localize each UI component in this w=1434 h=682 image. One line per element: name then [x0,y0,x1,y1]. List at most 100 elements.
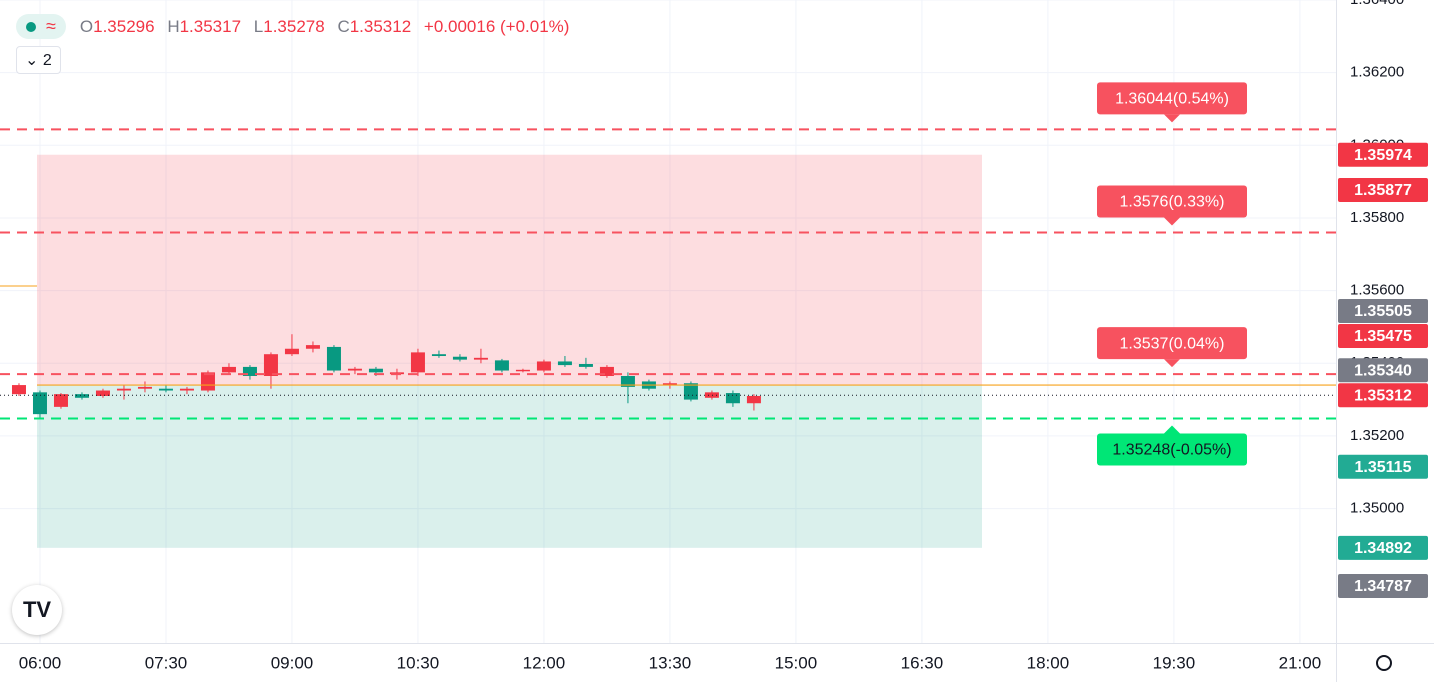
price-label-box [1338,324,1428,349]
indicator-toggle[interactable]: ⌄ 2 [16,46,61,74]
candle-body [179,388,194,391]
price-level-pointer [1164,114,1180,123]
candle-body [95,390,110,396]
y-tick-label: 1.36400 [1350,0,1404,8]
price-label: 1.35475 [1354,328,1412,345]
symbol-status[interactable]: ≈ [16,14,66,39]
candle-body [347,368,362,371]
candle-body [410,352,425,373]
candle-body [620,375,635,387]
price-level-box [1097,327,1247,360]
ohlc-key: H [167,16,180,36]
candle-body [74,394,89,398]
price-label: 1.34892 [1354,540,1412,557]
candle-body [32,392,47,415]
logo[interactable]: TV [12,585,62,635]
candle-body [515,369,530,372]
x-tick-label: 12:00 [523,653,566,672]
price-label-box [1338,299,1428,324]
candle-body [494,360,509,371]
candle-body [431,354,446,357]
candle-body [326,346,341,371]
price-label: 1.35505 [1354,303,1412,320]
price-label-box [1338,142,1428,167]
candle-body [473,357,488,360]
price-label: 1.35877 [1354,182,1412,199]
candle-body [662,383,677,386]
ohlc-value: 1.35312 [349,16,412,36]
price-level-label: 1.3537(0.04%) [1120,335,1225,352]
y-tick-label: 1.36200 [1350,64,1404,81]
x-tick-label: 13:30 [649,653,692,672]
candle-body [599,366,614,376]
target-zone [37,385,982,548]
price-label-box [1338,358,1428,383]
legend: ≈ O1.35296 H1.35317 L1.35278 C1.35312 +0… [16,14,577,39]
x-tick-label: 19:30 [1153,653,1196,672]
candle-body [725,393,740,404]
candle-body [452,356,467,360]
price-label-box [1338,454,1428,479]
indicator-count: 2 [42,52,52,69]
candle-body [263,354,278,376]
candle-body [200,372,215,391]
candle-body [242,366,257,376]
price-label-box [1338,535,1428,560]
candle-body [368,368,383,373]
ohlc: O1.35296 H1.35317 L1.35278 C1.35312 +0.0… [80,17,578,37]
y-tick-label: 1.35800 [1350,209,1404,226]
ohlc-key: L [253,16,264,36]
x-tick-label: 10:30 [397,653,440,672]
x-tick-label: 06:00 [19,653,62,672]
x-tick-label: 21:00 [1279,653,1322,672]
stop-zone [37,154,982,386]
price-label-box [1338,177,1428,202]
x-tick-label: 09:00 [271,653,314,672]
settings-icon[interactable] [1376,655,1392,671]
price-level-box [1097,185,1247,218]
price-label: 1.35340 [1354,362,1412,379]
candle-body [746,395,761,404]
ohlc-value: 1.35296 [93,16,155,36]
y-tick-label: 1.35000 [1350,500,1404,517]
price-level-box [1097,82,1247,115]
candle-body [11,385,26,395]
x-tick-label: 07:30 [145,653,188,672]
candle-body [704,392,719,398]
candle-body [53,394,68,407]
price-label: 1.34787 [1354,578,1412,595]
ohlc-key: O [79,16,94,36]
price-label: 1.35115 [1355,459,1412,476]
change: +0.00016 (+0.01%) [423,16,570,36]
candle-body [536,361,551,371]
candle-body [221,366,236,373]
ohlc-value: 1.35317 [179,16,242,36]
candle-body [116,388,131,391]
price-label-box [1338,383,1428,408]
candle-body [158,388,173,391]
x-tick-label: 18:00 [1027,653,1070,672]
price-level-pointer [1164,425,1180,434]
price-label-box [1338,573,1428,598]
x-tick-label: 15:00 [775,653,818,672]
y-tick-label: 1.35200 [1350,427,1404,444]
price-level-label: 1.36044(0.54%) [1115,91,1229,108]
ohlc-key: C [337,16,350,36]
ohlc-value: 1.35278 [263,16,325,36]
candle-body [557,361,572,366]
y-tick-label: 1.35600 [1350,282,1404,299]
price-level-pointer [1164,359,1180,368]
price-level-pointer [1164,217,1180,226]
candle-body [284,348,299,355]
price-level-box [1097,433,1247,466]
candle-body [305,345,320,349]
price-label: 1.35974 [1354,147,1412,164]
candle-body [578,364,593,367]
price-level-label: 1.35248(-0.05%) [1112,442,1231,459]
candle-body [137,386,152,389]
x-tick-label: 16:30 [901,653,944,672]
price-label: 1.35312 [1354,387,1412,404]
price-level-label: 1.3576(0.33%) [1120,194,1225,211]
